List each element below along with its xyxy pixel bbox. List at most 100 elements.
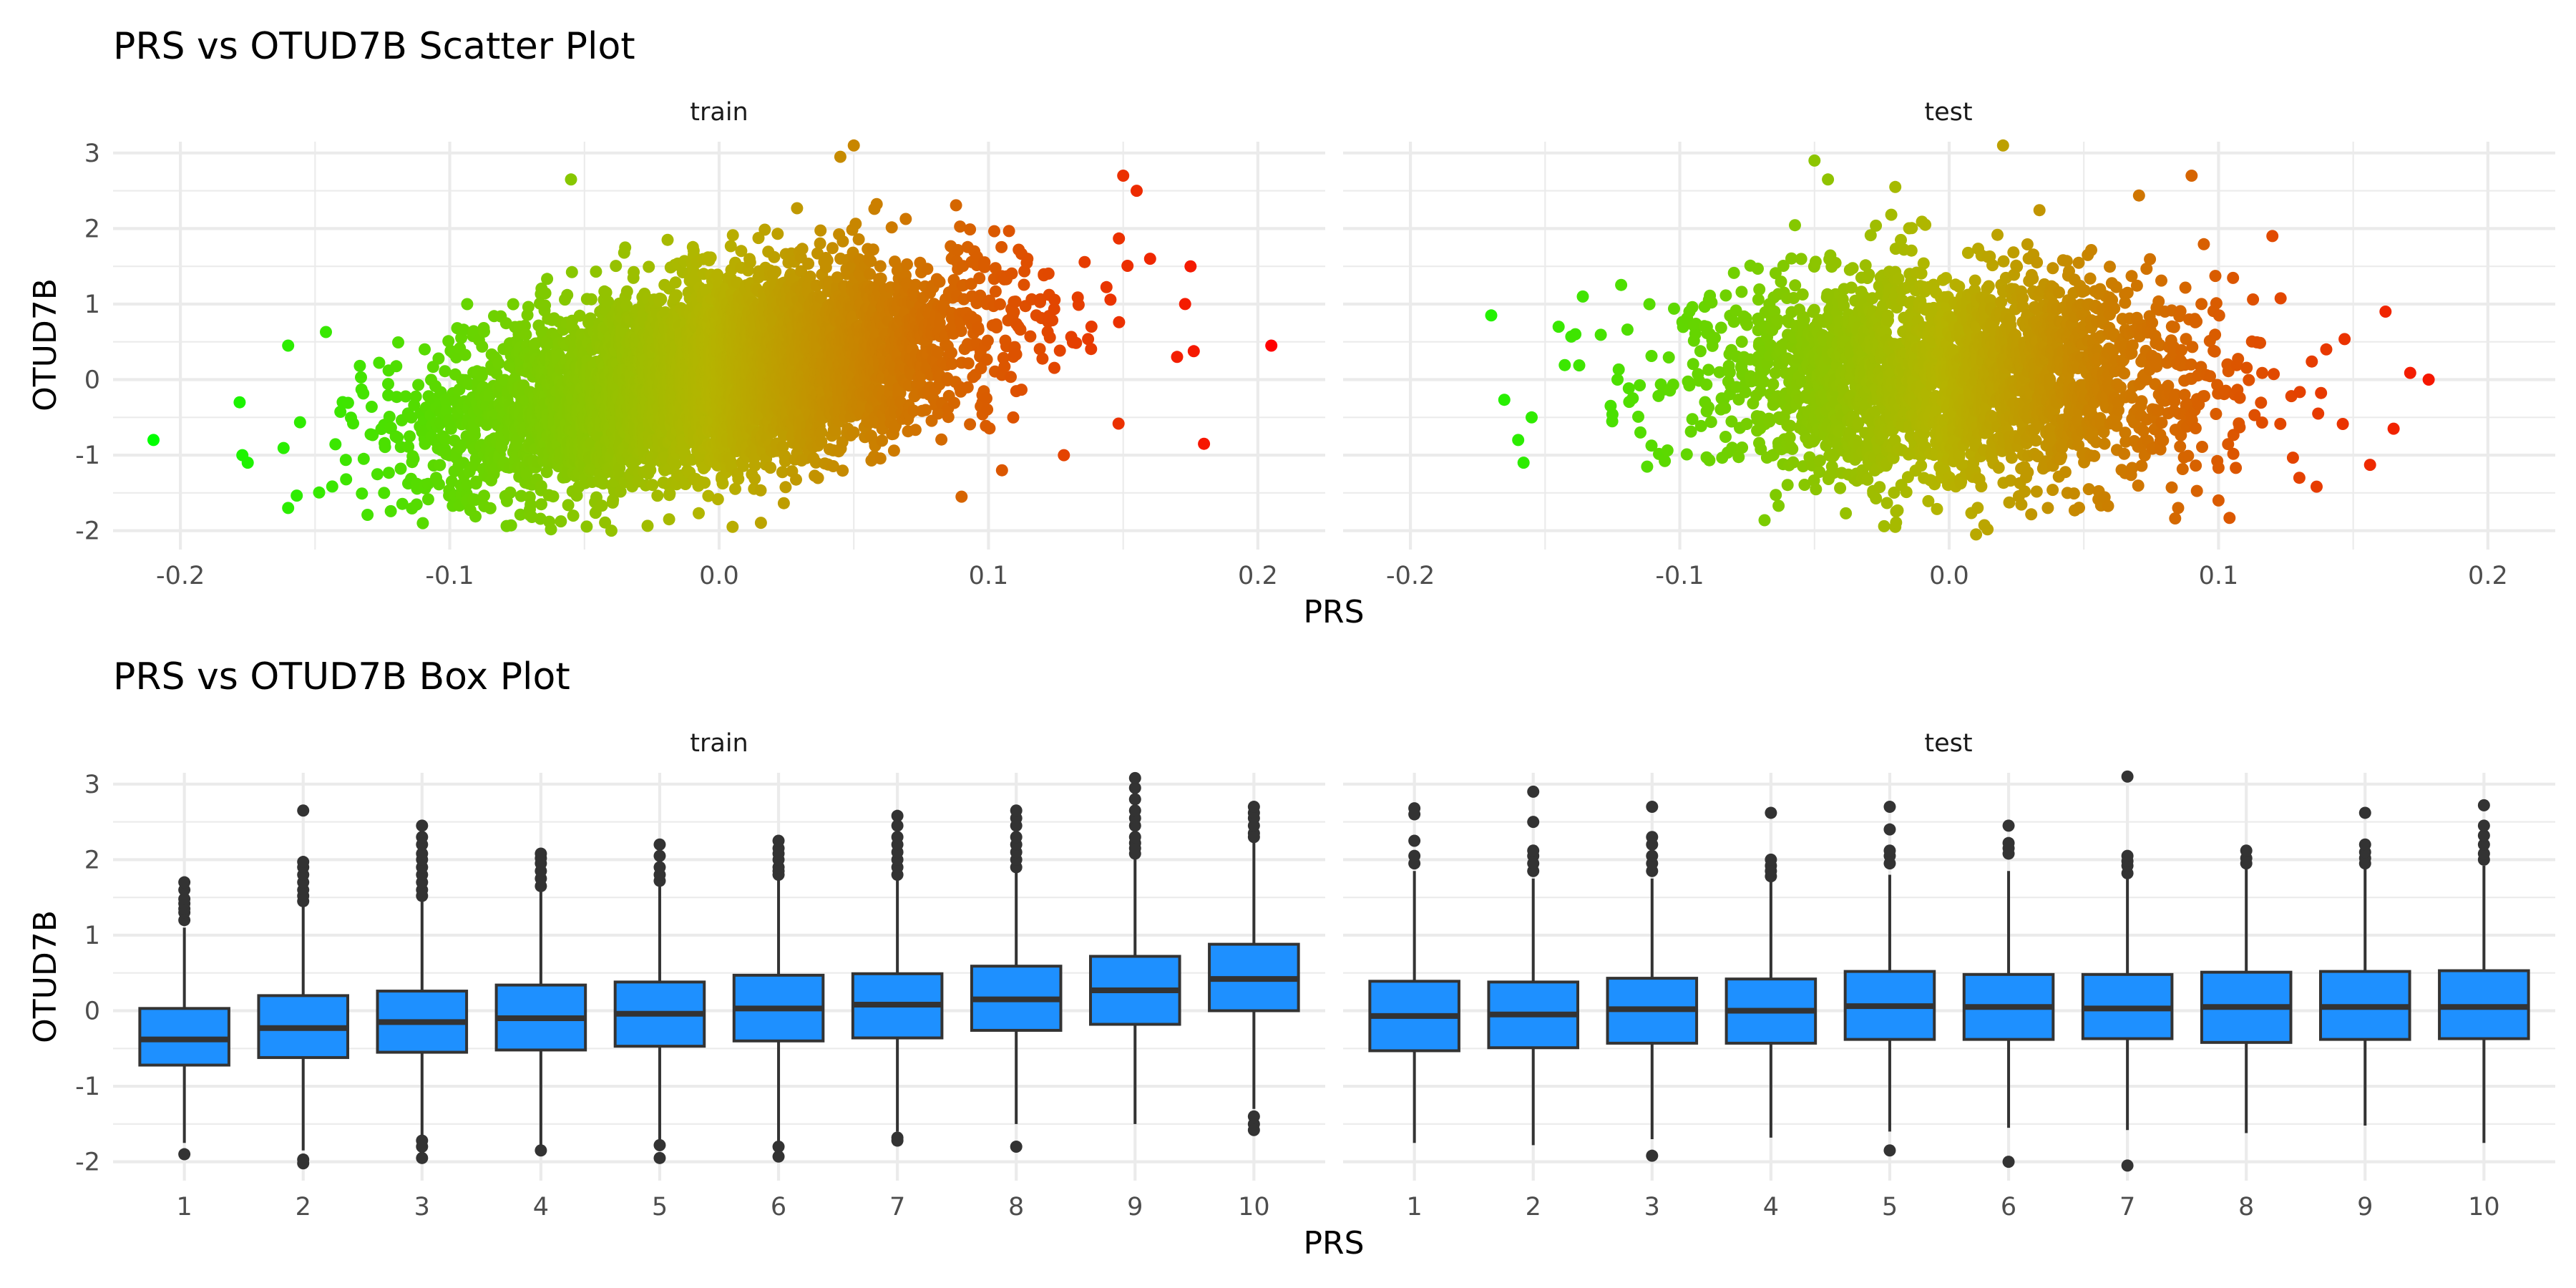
- scatter-point: [356, 487, 369, 500]
- scatter-point: [834, 150, 847, 163]
- scatter-point: [442, 335, 455, 348]
- scatter-point: [687, 244, 700, 257]
- scatter-point: [361, 509, 374, 521]
- scatter-point: [768, 250, 781, 263]
- scatter-point: [726, 229, 739, 242]
- scatter-point: [365, 401, 378, 413]
- scatter-point: [353, 359, 366, 372]
- scatter-point: [847, 139, 860, 152]
- scatter-point: [519, 328, 532, 341]
- scatter-point: [404, 430, 416, 443]
- scatter-point: [329, 438, 342, 451]
- scatter-point: [836, 235, 849, 248]
- scatter-point: [607, 494, 620, 507]
- scatter-point: [277, 441, 290, 454]
- scatter-point: [669, 276, 682, 289]
- scatter-point: [282, 339, 295, 352]
- scatter-point: [467, 325, 480, 338]
- scatter-point: [525, 498, 537, 511]
- scatter-point: [791, 202, 804, 215]
- scatter-point: [434, 459, 447, 472]
- scatter-point: [849, 218, 862, 230]
- scatter-point: [432, 352, 445, 365]
- scatter-point: [655, 293, 668, 306]
- scatter-point: [790, 473, 802, 486]
- scatter-point: [867, 243, 879, 256]
- scatter-point: [453, 383, 466, 396]
- scatter-point: [410, 498, 423, 511]
- scatter-point: [748, 472, 761, 485]
- scatter-strip-label-test: test: [1924, 98, 1972, 127]
- scatter-point: [373, 356, 386, 369]
- scatter-point: [460, 479, 473, 492]
- scatter-point: [476, 366, 489, 379]
- scatter-point: [619, 241, 632, 254]
- scatter-point: [371, 468, 384, 481]
- scatter-point: [643, 260, 655, 273]
- scatter-point: [409, 390, 422, 403]
- scatter-point: [339, 454, 352, 467]
- scatter-point: [796, 243, 809, 255]
- scatter-point: [590, 265, 602, 278]
- scatter-point: [600, 286, 613, 299]
- scatter-point: [802, 258, 815, 270]
- scatter-point: [399, 390, 412, 403]
- scatter-point: [390, 391, 403, 404]
- scatter-point: [293, 416, 306, 429]
- scatter-point: [313, 486, 326, 499]
- scatter-point: [492, 357, 505, 370]
- scatter-point: [811, 472, 824, 484]
- scatter-point: [439, 365, 452, 378]
- scatter-point: [610, 260, 623, 273]
- scatter-point: [439, 433, 452, 446]
- scatter-point: [651, 489, 664, 502]
- scatter-point: [390, 360, 403, 373]
- scatter-point: [562, 499, 575, 512]
- scatter-point: [716, 477, 729, 490]
- scatter-strip-label-train: train: [690, 98, 748, 127]
- scatter-point: [407, 452, 420, 465]
- scatter-point: [478, 325, 490, 338]
- scatter-point: [334, 406, 347, 418]
- scatter-point: [455, 439, 468, 452]
- scatter-point: [641, 519, 654, 532]
- scatter-point: [826, 242, 839, 255]
- scatter-point: [670, 289, 683, 302]
- scatter-point: [457, 457, 470, 469]
- scatter-point: [769, 265, 782, 278]
- scatter-point: [821, 254, 834, 267]
- scatter-point: [814, 237, 826, 250]
- scatter-point: [241, 457, 254, 469]
- scatter-point: [394, 462, 407, 475]
- scatter-point: [320, 326, 332, 338]
- scatter-point: [282, 502, 295, 514]
- scatter-point: [852, 233, 865, 245]
- scatter-point: [469, 510, 482, 523]
- scatter-point: [233, 396, 246, 409]
- scatter-point: [476, 340, 489, 353]
- scatter-point: [663, 513, 675, 526]
- scatter-point: [519, 319, 531, 332]
- scatter-point: [555, 515, 567, 528]
- scatter-grid-train: [113, 142, 1325, 550]
- scatter-point: [357, 452, 370, 465]
- scatter-point: [416, 517, 429, 530]
- scatter-point: [585, 293, 597, 306]
- scatter-point: [391, 431, 404, 444]
- scatter-point: [461, 298, 474, 311]
- scatter-point: [405, 411, 418, 424]
- scatter-point: [724, 240, 737, 253]
- scatter-chart: PRS vs OTUD7B Scatter Plot train test -2…: [27, 25, 2555, 630]
- scatter-point: [704, 251, 717, 264]
- scatter-point: [504, 519, 517, 532]
- scatter-point: [412, 379, 425, 391]
- scatter-point: [382, 378, 394, 391]
- scatter-point: [764, 462, 777, 474]
- scatter-point: [711, 268, 724, 281]
- scatter-point: [605, 525, 618, 537]
- scatter-point: [291, 489, 303, 502]
- scatter-point: [847, 426, 860, 439]
- scatter-point: [547, 490, 560, 503]
- scatter-point: [478, 489, 490, 502]
